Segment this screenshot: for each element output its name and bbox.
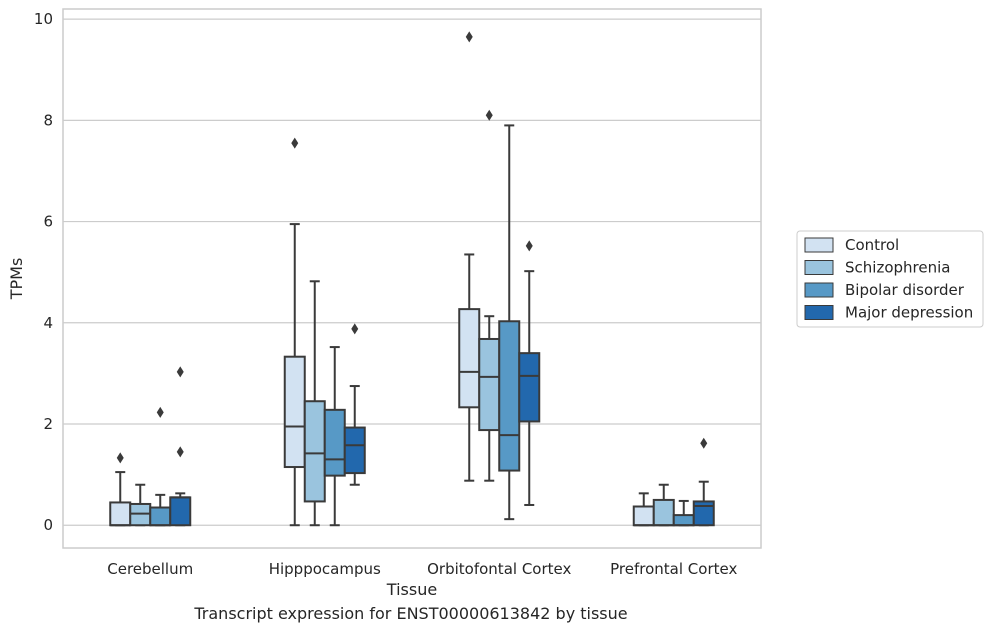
- box-body: [672, 514, 695, 527]
- legend-label: Bipolar disorder: [845, 281, 965, 299]
- x-tick-label: Orbitofontal Cortex: [427, 560, 571, 578]
- box-body: [303, 400, 326, 503]
- box-body: [498, 320, 521, 472]
- outlier-point: [700, 437, 708, 449]
- box-bipolar-disorder: [149, 406, 172, 527]
- box-body: [458, 308, 481, 409]
- box-bipolar-disorder: [498, 124, 521, 521]
- box-bipolar-disorder: [323, 346, 346, 527]
- box-body: [149, 506, 172, 527]
- plot-frame: [62, 8, 762, 549]
- box-control: [632, 492, 655, 527]
- x-axis-title: Tissue: [386, 580, 437, 599]
- box-control: [458, 31, 481, 482]
- outlier-point: [465, 31, 473, 43]
- legend-label: Major depression: [845, 304, 973, 322]
- x-tick-label: Hipppocampus: [269, 560, 381, 578]
- box-body: [109, 501, 132, 527]
- box-body: [652, 498, 675, 527]
- box-body: [169, 496, 192, 527]
- box-body: [632, 505, 655, 527]
- outlier-point: [176, 366, 184, 378]
- box-body: [343, 426, 366, 475]
- box-schizophrenia: [478, 109, 501, 482]
- outlier-point: [485, 109, 493, 121]
- legend-swatch: [804, 260, 834, 275]
- figure-caption: Transcript expression for ENST0000061384…: [194, 604, 628, 623]
- box-schizophrenia: [652, 483, 675, 527]
- boxes: [109, 31, 715, 527]
- box-schizophrenia: [303, 280, 326, 527]
- legend-frame: [796, 230, 984, 328]
- legend-label: Schizophrenia: [845, 259, 950, 277]
- legend-label: Control: [845, 236, 899, 254]
- outlier-point: [351, 323, 359, 335]
- box-bipolar-disorder: [672, 499, 695, 527]
- y-tick-label: 2: [43, 415, 53, 433]
- y-tick-label: 10: [34, 10, 53, 28]
- outlier-point: [176, 446, 184, 458]
- y-tick-label: 0: [43, 516, 53, 534]
- box-body: [518, 352, 541, 423]
- outlier-point: [291, 137, 299, 149]
- legend-swatch: [804, 282, 834, 298]
- legend-swatch: [804, 237, 834, 253]
- outlier-point: [116, 452, 124, 464]
- box-major-depression: [343, 323, 366, 486]
- outlier-point: [525, 240, 533, 252]
- box-body: [478, 337, 501, 432]
- outlier-point: [156, 406, 164, 418]
- y-axis-title: TPMs: [7, 258, 26, 301]
- box-body: [323, 408, 346, 477]
- box-control: [109, 452, 132, 527]
- box-control: [283, 137, 306, 527]
- box-body: [283, 355, 306, 469]
- box-schizophrenia: [129, 483, 152, 527]
- x-tick-label: Prefrontal Cortex: [610, 560, 737, 578]
- grid-lines: [63, 18, 761, 526]
- legend-swatch: [804, 305, 834, 320]
- box-major-depression: [169, 366, 192, 527]
- box-body: [129, 502, 152, 527]
- x-tick-label: Cerebellum: [107, 560, 193, 578]
- y-ticks: 0 2 4 6 8 10: [34, 10, 53, 534]
- y-tick-label: 4: [43, 314, 53, 332]
- y-tick-label: 8: [43, 111, 53, 129]
- box-major-depression: [518, 240, 541, 506]
- box-body: [692, 500, 715, 527]
- y-tick-label: 6: [43, 213, 53, 231]
- x-ticks: Cerebellum Hipppocampus Orbitofontal Corte…: [107, 560, 737, 578]
- box-major-depression: [692, 437, 715, 527]
- legend: Control Schizophrenia Bipolar disorder Majo…: [796, 230, 984, 328]
